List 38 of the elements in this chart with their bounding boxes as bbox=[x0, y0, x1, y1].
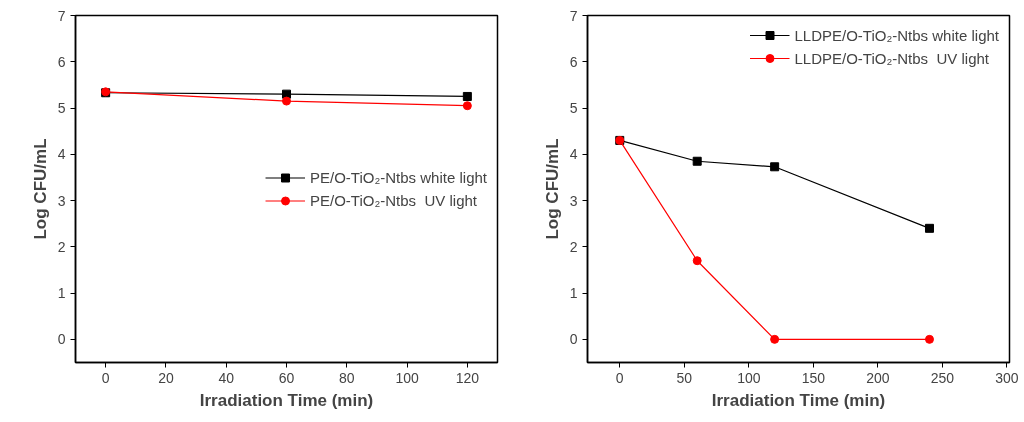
legend-label: LLDPE/O-TiO₂-Ntbs UV light bbox=[794, 49, 989, 67]
x-tick-label: 200 bbox=[866, 369, 890, 386]
x-tick-label: 120 bbox=[455, 369, 480, 386]
y-tick-label: 4 bbox=[569, 146, 578, 163]
y-tick-label: 3 bbox=[569, 192, 578, 209]
x-axis-title: Irradiation Time (min) bbox=[199, 390, 374, 410]
legend-label: LLDPE/O-TiO₂-Ntbs white light bbox=[794, 26, 999, 44]
x-tick-label: 150 bbox=[801, 369, 826, 386]
y-tick-label: 2 bbox=[57, 238, 66, 255]
x-tick-label: 20 bbox=[158, 369, 174, 386]
y-tick-label: 7 bbox=[569, 7, 578, 24]
y-tick-label: 4 bbox=[57, 146, 66, 163]
x-tick-label: 250 bbox=[930, 369, 955, 386]
x-tick-label: 80 bbox=[339, 369, 355, 386]
y-tick-label: 5 bbox=[57, 100, 66, 117]
legend-label: PE/O-TiO₂-Ntbs white light bbox=[310, 168, 487, 186]
y-tick-label: 6 bbox=[569, 53, 578, 70]
y-tick-label: 6 bbox=[57, 53, 66, 70]
y-tick-label: 0 bbox=[57, 331, 66, 348]
x-tick-label: 100 bbox=[737, 369, 761, 386]
x-tick-label: 0 bbox=[101, 369, 110, 386]
y-tick-label: 0 bbox=[569, 331, 578, 348]
y-tick-label: 2 bbox=[569, 238, 578, 255]
y-tick-label: 7 bbox=[57, 7, 66, 24]
x-tick-label: 40 bbox=[218, 369, 235, 386]
x-tick-label: 100 bbox=[395, 369, 419, 386]
y-tick-label: 1 bbox=[569, 285, 578, 302]
y-axis-title: Log CFU/mL bbox=[542, 138, 562, 240]
y-tick-label: 3 bbox=[57, 192, 66, 209]
y-tick-label: 5 bbox=[569, 100, 578, 117]
y-tick-label: 1 bbox=[57, 285, 66, 302]
x-tick-label: 300 bbox=[995, 369, 1019, 386]
y-axis-title: Log CFU/mL bbox=[30, 138, 50, 240]
x-axis-title: Irradiation Time (min) bbox=[711, 390, 886, 410]
x-tick-label: 0 bbox=[615, 369, 624, 386]
x-tick-label: 50 bbox=[676, 369, 693, 386]
legend-label: PE/O-TiO₂-Ntbs UV light bbox=[310, 191, 477, 209]
x-tick-label: 60 bbox=[278, 369, 295, 386]
